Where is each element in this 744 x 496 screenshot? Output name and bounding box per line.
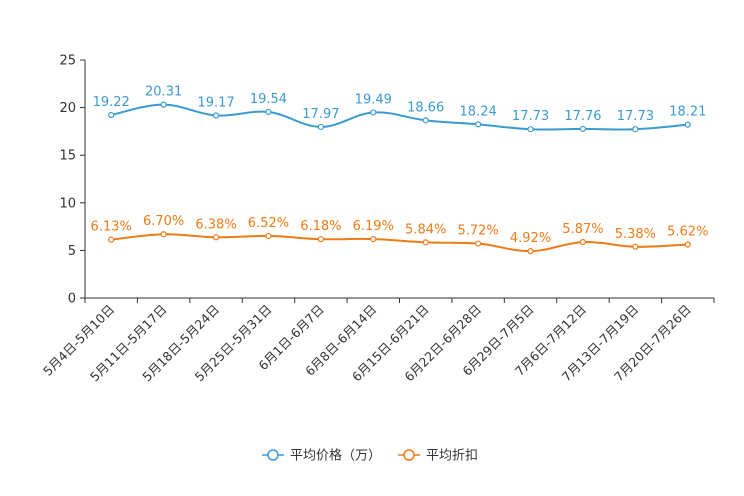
data-label: 17.97 [302,107,339,122]
data-point [265,108,272,116]
legend-marker [267,449,279,461]
data-point [527,126,534,133]
data-label: 17.73 [512,109,549,124]
data-label: 5.72% [457,224,498,239]
legend-label: 平均价格（万） [290,448,381,464]
y-tick-label: 10 [59,196,76,211]
data-label: 6.13% [91,220,132,235]
data-point [579,125,587,133]
data-point [579,239,587,246]
data-point [475,121,482,128]
data-label: 5.84% [405,222,446,237]
series-line [111,103,688,131]
data-point [265,232,272,240]
data-point [370,235,377,243]
data-label: 19.22 [93,95,130,110]
data-label: 6.19% [353,219,394,234]
legend-label: 平均折扣 [426,449,478,464]
legend-marker [403,449,415,461]
data-label: 5.38% [615,227,656,242]
data-point [527,248,534,255]
y-tick-label: 0 [68,292,76,307]
data-point [632,126,639,133]
data-point [160,231,167,238]
data-label: 6.70% [143,214,184,229]
data-label: 6.38% [195,217,236,232]
y-tick-label: 15 [59,149,76,164]
data-point [422,239,429,246]
data-point [212,234,220,241]
data-point [108,236,115,243]
data-label: 20.31 [145,85,182,100]
series-line [111,233,688,253]
data-point [422,117,429,124]
data-point [212,112,220,119]
data-point [160,101,167,108]
data-point [632,243,639,250]
data-label: 19.17 [197,96,234,111]
data-label: 5.87% [562,222,603,237]
legend: 平均价格（万） 平均折扣 [262,448,478,464]
data-label: 19.49 [355,92,392,107]
series-layer: 19.22 20.31 19.17 19.54 17.97 19.49 18.66 18.24… [91,85,708,255]
data-label: 18.24 [460,104,497,119]
y-tick-label: 5 [68,244,76,259]
y-tick-label: 20 [59,101,76,116]
data-label: 4.92% [510,231,551,246]
series-1: 6.13% 6.70% 6.38% 6.52% 6.18% 6.19% 5.84% 5.72%… [91,214,708,255]
data-label: 17.73 [617,109,654,124]
legend-item-1: 平均折扣 [398,449,478,464]
data-label: 17.76 [564,109,601,124]
data-label: 18.66 [407,100,444,115]
data-label: 5.62% [667,224,708,239]
legend-item-0: 平均价格（万） [262,448,381,464]
data-point [370,109,377,116]
y-tick-label: 25 [59,54,76,69]
data-label: 18.21 [669,105,706,120]
data-point [684,121,691,128]
data-point [108,111,115,119]
data-point [684,241,691,248]
data-label: 6.52% [248,216,289,231]
data-point [317,236,324,243]
data-label: 6.18% [300,219,341,234]
data-point [475,240,482,247]
data-point [317,123,324,131]
data-label: 19.54 [250,92,287,107]
series-0: 19.22 20.31 19.17 19.54 17.97 19.49 18.66 18.24… [93,85,706,133]
